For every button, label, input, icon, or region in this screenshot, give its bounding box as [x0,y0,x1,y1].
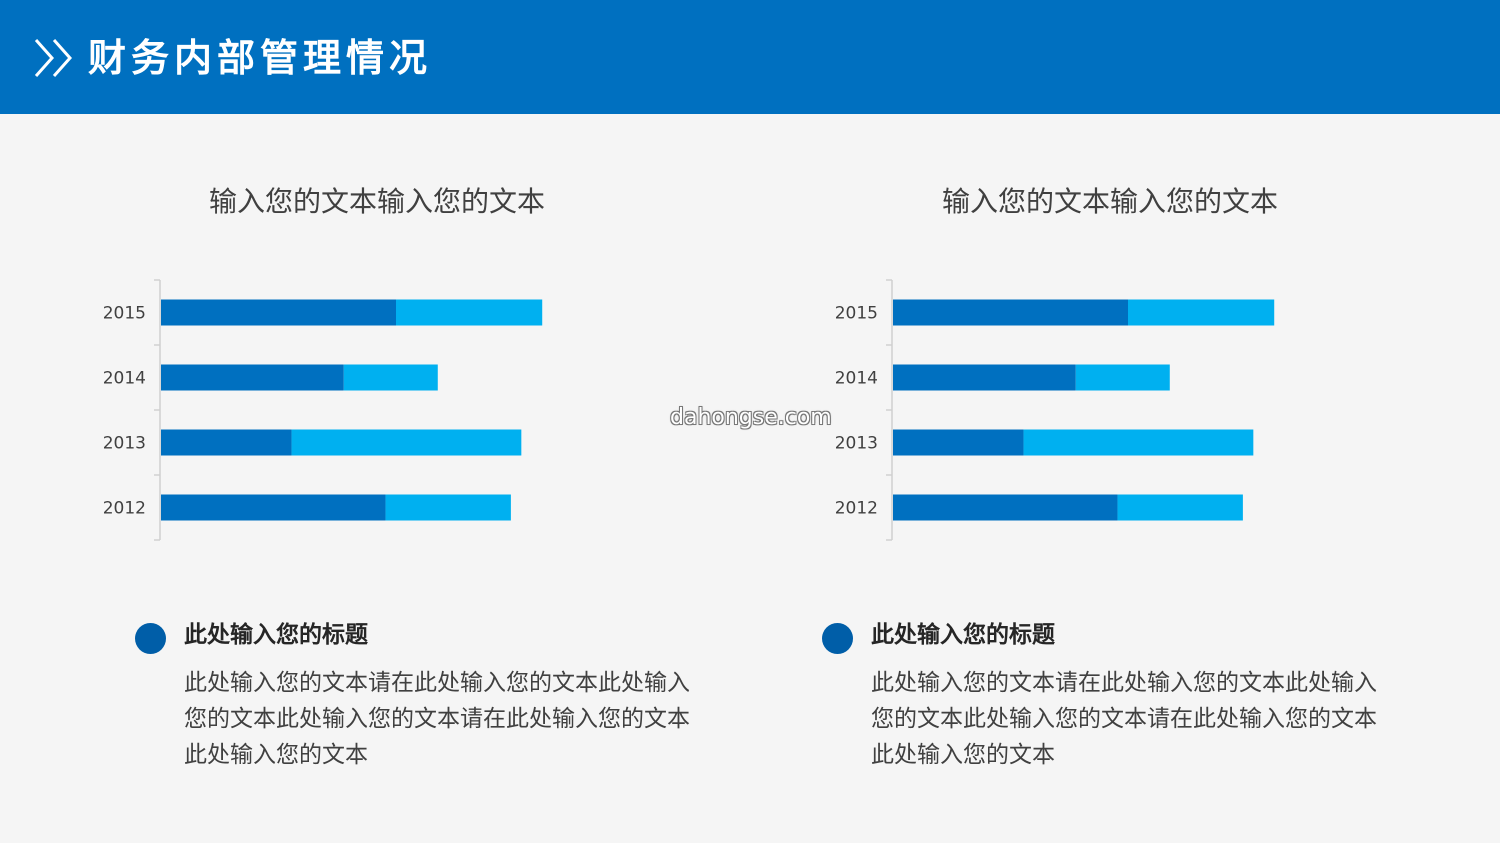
info-heading-left: 此处输入您的标题 [184,622,368,648]
bar-2015-series-1-right [893,299,1128,326]
page-title: 财务内部管理情况 [88,36,433,80]
bar-2013-series-1-right [893,429,1024,456]
bar-2013-series-2-left [291,429,522,456]
watermark: dahongse.com [670,405,832,430]
bar-chart-left: 2015 2014 2013 2012 [103,279,543,541]
bar-2012-series-2-left [385,494,511,521]
bar-2012-series-1-right [893,494,1118,521]
bar-2015-series-1-left [161,299,396,326]
y-tick-label-2015-right: 2015 [835,304,878,324]
info-text-right: 此处输入您的文本请在此处输入您的文本此处输入您的文本此处输入您的文本请在此处输入… [871,670,1377,768]
bar-2014-series-2-left [343,364,438,391]
y-tick-label-2013-left: 2013 [103,434,146,454]
bar-2013-series-2-right [1023,429,1254,456]
bar-2012-series-1-left [161,494,386,521]
info-text-left: 此处输入您的文本请在此处输入您的文本此处输入您的文本此处输入您的文本请在此处输入… [184,670,690,768]
bar-chart-right: 2015 2014 2013 2012 [835,279,1275,541]
bar-2015-series-2-left [396,299,543,326]
y-tick-label-2013-right: 2013 [835,434,878,454]
bar-2014-series-1-right [893,364,1076,391]
y-tick-label-2012-right: 2012 [835,499,878,519]
header-bar: 财务内部管理情况 [0,0,1500,114]
y-tick-label-2012-left: 2012 [103,499,146,519]
y-tick-label-2014-right: 2014 [835,369,878,389]
chart-title-left: 输入您的文本输入您的文本 [209,185,546,218]
bar-2013-series-1-left [161,429,292,456]
y-tick-label-2015-left: 2015 [103,304,146,324]
bar-2014-series-1-left [161,364,344,391]
bar-2015-series-2-right [1128,299,1275,326]
double-chevron-right-icon [34,39,73,77]
bullet-dot-right [822,623,853,654]
y-tick-label-2014-left: 2014 [103,369,146,389]
bar-2014-series-2-right [1075,364,1170,391]
info-heading-right: 此处输入您的标题 [871,622,1055,648]
bar-2012-series-2-right [1117,494,1243,521]
bullet-dot-left [135,623,166,654]
chart-title-right: 输入您的文本输入您的文本 [942,185,1279,218]
